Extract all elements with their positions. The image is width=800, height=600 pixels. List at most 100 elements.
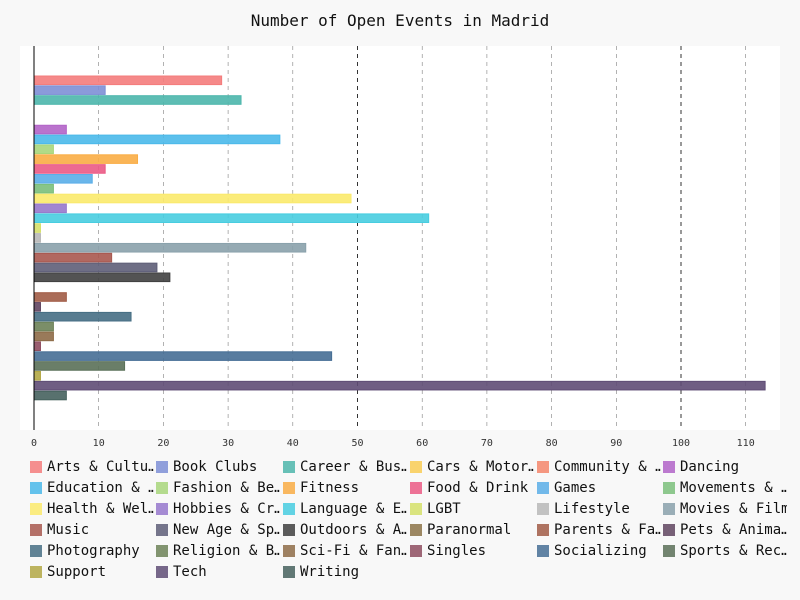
x-tick-label: 70 bbox=[481, 438, 493, 449]
legend-item[interactable]: Fashion & Be… bbox=[156, 479, 280, 497]
legend-label: Career & Bus… bbox=[300, 459, 407, 475]
legend-label: Pets & Anima… bbox=[680, 522, 787, 538]
legend-swatch bbox=[30, 524, 42, 536]
legend-item[interactable]: Religion & B… bbox=[156, 542, 280, 560]
bar-movies-film bbox=[33, 242, 307, 253]
legend-item[interactable]: Health & Wel… bbox=[30, 500, 154, 518]
legend-label: Movies & Film bbox=[680, 501, 787, 517]
legend-swatch bbox=[156, 482, 168, 494]
bar-fashion-beauty bbox=[33, 144, 54, 155]
legend-label: Support bbox=[47, 564, 107, 580]
legend-item[interactable]: Tech bbox=[156, 563, 280, 581]
legend-label: Cars & Motor… bbox=[427, 459, 534, 475]
legend-label: Games bbox=[554, 480, 597, 496]
legend-label: Outdoors & A… bbox=[300, 522, 407, 538]
legend-item[interactable]: Sci-Fi & Fan… bbox=[283, 542, 407, 560]
legend-label: Religion & B… bbox=[173, 543, 280, 559]
legend-label: Movements & … bbox=[680, 480, 787, 496]
legend-swatch bbox=[283, 503, 295, 515]
legend-item[interactable]: Arts & Cultu… bbox=[30, 458, 154, 476]
legend-label: Writing bbox=[300, 564, 360, 580]
legend-item[interactable]: Singles bbox=[410, 542, 534, 560]
legend-item[interactable]: Paranormal bbox=[410, 521, 534, 539]
legend-item[interactable]: New Age & Sp… bbox=[156, 521, 280, 539]
legend-item[interactable]: Food & Drink bbox=[410, 479, 534, 497]
legend-item[interactable]: Writing bbox=[283, 563, 407, 581]
legend-item[interactable]: Language & E… bbox=[283, 500, 407, 518]
bar-new-age-spirituality bbox=[33, 262, 158, 273]
x-tick-label: 100 bbox=[672, 438, 690, 449]
legend-label: Arts & Cultu… bbox=[47, 459, 154, 475]
legend-label: Health & Wel… bbox=[47, 501, 154, 517]
legend-item[interactable]: Lifestyle bbox=[537, 500, 661, 518]
legend-item[interactable]: LGBT bbox=[410, 500, 534, 518]
plot-area bbox=[20, 46, 780, 430]
x-tick-label: 80 bbox=[546, 438, 558, 449]
legend-swatch bbox=[537, 545, 549, 557]
legend-item[interactable]: Dancing bbox=[663, 458, 787, 476]
legend-swatch bbox=[537, 503, 549, 515]
bar-dancing bbox=[33, 124, 67, 135]
legend-label: Dancing bbox=[680, 459, 740, 475]
legend-label: Education & … bbox=[47, 480, 154, 496]
legend-label: Photography bbox=[47, 543, 140, 559]
bar-pets-animals bbox=[33, 302, 41, 312]
legend-label: Sci-Fi & Fan… bbox=[300, 543, 407, 559]
legend-swatch bbox=[663, 461, 675, 473]
legend-item[interactable]: Community & … bbox=[537, 458, 661, 476]
legend-item[interactable]: Outdoors & A… bbox=[283, 521, 407, 539]
bar-music bbox=[33, 252, 113, 263]
bar-health-wellbeing bbox=[33, 193, 352, 204]
legend-label: Music bbox=[47, 522, 90, 538]
legend-item[interactable]: Movies & Film bbox=[663, 500, 787, 518]
chart-title: Number of Open Events in Madrid bbox=[251, 11, 550, 30]
legend-item[interactable]: Book Clubs bbox=[156, 458, 280, 476]
legend-item[interactable]: Movements & … bbox=[663, 479, 787, 497]
bar-games bbox=[33, 174, 93, 184]
legend-swatch bbox=[537, 524, 549, 536]
bar-language-ethnic-identity bbox=[33, 213, 430, 223]
legend-swatch bbox=[283, 545, 295, 557]
legend-swatch bbox=[156, 545, 168, 557]
legend-label: Singles bbox=[427, 543, 487, 559]
legend-item[interactable]: Music bbox=[30, 521, 154, 539]
legend-item[interactable]: Games bbox=[537, 479, 661, 497]
legend-label: Lifestyle bbox=[554, 501, 630, 517]
x-axis-ticks: 0 10 20 30 40 50 60 70 80 90 100 110 bbox=[31, 438, 755, 449]
legend-item[interactable]: Fitness bbox=[283, 479, 407, 497]
legend-item[interactable]: Hobbies & Cr… bbox=[156, 500, 280, 518]
legend-item[interactable]: Socializing bbox=[537, 542, 661, 560]
legend-label: New Age & Sp… bbox=[173, 522, 280, 538]
legend-swatch bbox=[410, 503, 422, 515]
bar-singles bbox=[33, 341, 41, 352]
bar-writing bbox=[33, 390, 67, 401]
bar-outdoors-adventure bbox=[33, 272, 171, 283]
legend-item[interactable]: Support bbox=[30, 563, 154, 581]
x-tick-label: 10 bbox=[93, 438, 105, 449]
legend-item[interactable]: Sports & Rec… bbox=[663, 542, 787, 560]
legend-item[interactable]: Parents & Fa… bbox=[537, 521, 661, 539]
bar-religion-beliefs bbox=[33, 321, 54, 332]
bar-movements-politics bbox=[33, 183, 54, 194]
bar-fitness bbox=[33, 154, 139, 164]
legend-swatch bbox=[283, 566, 295, 578]
legend-label: Community & … bbox=[554, 459, 661, 475]
legend-item[interactable]: Photography bbox=[30, 542, 154, 560]
legend-item[interactable]: Career & Bus… bbox=[283, 458, 407, 476]
legend-swatch bbox=[30, 566, 42, 578]
bar-tech bbox=[33, 380, 766, 391]
legend-item[interactable]: Education & … bbox=[30, 479, 154, 497]
legend-item[interactable]: Pets & Anima… bbox=[663, 521, 787, 539]
x-tick-label: 50 bbox=[351, 438, 363, 449]
legend-swatch bbox=[30, 461, 42, 473]
legend-item[interactable]: Cars & Motor… bbox=[410, 458, 534, 476]
bar-photography bbox=[33, 311, 132, 322]
legend-swatch bbox=[537, 461, 549, 473]
bar-education-learning bbox=[33, 134, 281, 145]
legend-swatch bbox=[410, 461, 422, 473]
x-tick-label: 40 bbox=[287, 438, 299, 449]
bar-career-business bbox=[33, 95, 242, 105]
legend-swatch bbox=[663, 503, 675, 515]
legend-label: Food & Drink bbox=[427, 480, 529, 496]
bar-food-drink bbox=[33, 164, 106, 174]
